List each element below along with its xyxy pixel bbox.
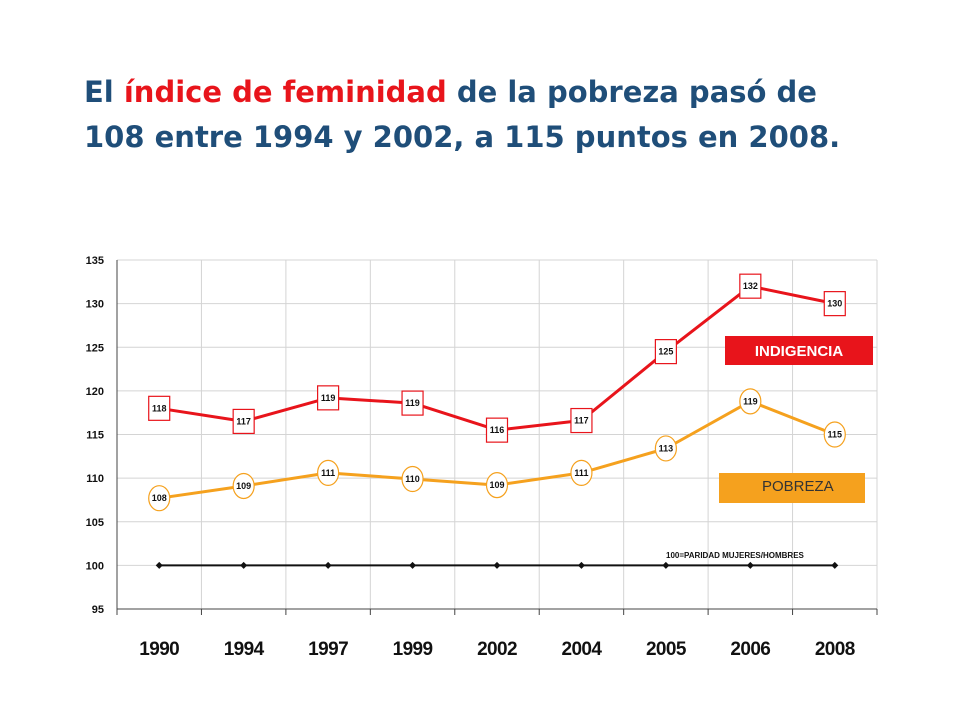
data-label-pobreza-1997: 111 [321, 468, 335, 478]
y-tick-labels: 95 100 105 110 115 120 125 130 135 [86, 255, 104, 616]
y-tick-100: 100 [86, 560, 104, 572]
marker-indigencia-1994 [232, 408, 255, 435]
data-label-indigencia-2002: 116 [490, 425, 505, 435]
marker-pobreza-1997 [317, 459, 340, 486]
marker-indigencia-2005 [654, 339, 677, 365]
marker-paridad-2004 [577, 561, 585, 569]
data-label-indigencia-2005: 125 [658, 347, 673, 357]
legend-pobreza: POBREZA [719, 473, 865, 503]
y-tick-125: 125 [86, 342, 104, 354]
x-tick-2006: 2006 [730, 639, 770, 660]
marker-paridad-1997 [324, 561, 332, 569]
data-label-pobreza-2004: 111 [574, 468, 588, 478]
x-tick-2004: 2004 [562, 639, 603, 660]
legend-pobreza-box [719, 473, 865, 503]
marker-indigencia-2004 [570, 407, 593, 434]
x-tick-2008: 2008 [815, 639, 855, 660]
data-label-indigencia-2006: 132 [743, 281, 758, 291]
legend-indigencia-label: INDIGENCIA [755, 343, 844, 360]
marker-pobreza-2006 [739, 388, 762, 415]
y-tick-135: 135 [86, 255, 104, 267]
headline-before: El [84, 75, 124, 109]
y-tick-95: 95 [92, 604, 104, 616]
marker-paridad-2008 [831, 561, 839, 569]
y-tick-115: 115 [86, 430, 104, 442]
axes [116, 260, 878, 615]
data-label-pobreza-2008: 115 [828, 430, 843, 440]
marker-indigencia-2002 [485, 417, 509, 443]
marker-paridad-1994 [240, 561, 248, 569]
data-label-indigencia-1999: 119 [405, 398, 420, 408]
data-label-indigencia-1997: 119 [321, 393, 336, 403]
marker-pobreza-2002 [485, 472, 509, 499]
data-label-pobreza-2002: 109 [489, 480, 504, 490]
y-tick-130: 130 [86, 299, 104, 311]
legend-pobreza-label: POBREZA [762, 478, 834, 495]
x-tick-1990: 1990 [139, 639, 179, 660]
y-tick-110: 110 [86, 473, 104, 485]
marker-paridad-1999 [409, 561, 417, 569]
data-label-pobreza-2006: 119 [743, 396, 758, 406]
data-label-pobreza-1994: 109 [236, 481, 251, 491]
marker-pobreza-2004 [570, 459, 593, 486]
legend-indigencia-box [725, 336, 873, 365]
marker-pobreza-2005 [654, 435, 677, 462]
series-markers: 118 117 119 119 116 117 125 132 130 108 109 111 110 1… [148, 273, 846, 569]
x-tick-2005: 2005 [646, 639, 687, 660]
marker-indigencia-2006 [739, 273, 762, 299]
marker-paridad-2002 [493, 561, 501, 569]
marker-pobreza-1990 [148, 485, 171, 512]
legend-indigencia: INDIGENCIA [725, 336, 873, 365]
headline-highlight: índice de feminidad [123, 75, 447, 109]
x-tick-2002: 2002 [477, 639, 517, 660]
data-label-indigencia-1990: 118 [152, 403, 167, 413]
marker-pobreza-2008 [823, 421, 846, 448]
x-tick-1997: 1997 [308, 639, 348, 660]
marker-pobreza-1994 [232, 472, 255, 500]
marker-pobreza-1999 [401, 465, 424, 493]
x-tick-labels: 1990 1994 1997 1999 2002 2004 2005 2006 2008 [139, 639, 855, 660]
data-label-pobreza-1999: 110 [405, 474, 420, 484]
marker-indigencia-1990 [148, 395, 171, 421]
marker-indigencia-2008 [823, 291, 846, 317]
marker-paridad-2006 [746, 561, 754, 569]
x-tick-1994: 1994 [224, 639, 265, 660]
marker-paridad-1990 [155, 561, 163, 569]
y-tick-105: 105 [86, 517, 104, 529]
marker-indigencia-1999 [401, 390, 424, 416]
marker-paridad-2005 [662, 561, 670, 569]
headline: El índice de feminidad de la pobreza pas… [84, 70, 884, 160]
headline-after: de la pobreza pasó de 108 entre 1994 y 2… [84, 75, 841, 154]
y-tick-120: 120 [86, 386, 104, 398]
data-label-indigencia-2008: 130 [827, 299, 842, 309]
x-tick-1999: 1999 [393, 639, 433, 660]
paridad-annotation: 100=PARIDAD MUJERES/HOMBRES [666, 551, 805, 560]
data-label-pobreza-1990: 108 [152, 493, 167, 503]
data-label-indigencia-2004: 117 [574, 416, 589, 426]
marker-indigencia-1997 [317, 385, 340, 411]
data-label-pobreza-2005: 113 [659, 443, 674, 453]
data-label-indigencia-1994: 117 [236, 416, 251, 426]
